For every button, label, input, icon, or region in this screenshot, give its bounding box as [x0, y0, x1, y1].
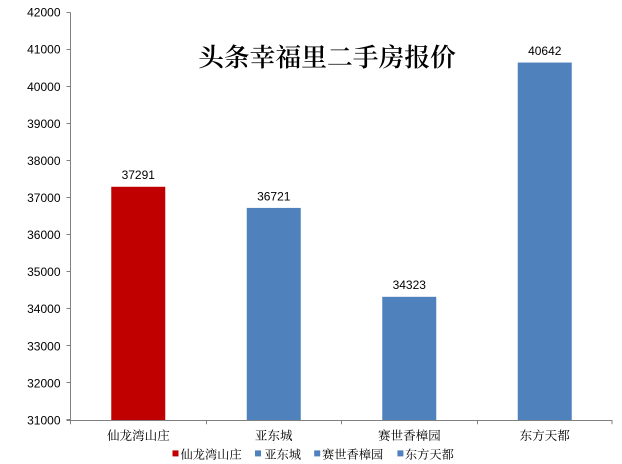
svg-text:34000: 34000	[27, 302, 61, 316]
svg-text:36721: 36721	[257, 189, 291, 203]
svg-text:33000: 33000	[27, 339, 61, 353]
svg-text:38000: 38000	[27, 154, 61, 168]
svg-text:35000: 35000	[27, 265, 61, 279]
svg-text:36000: 36000	[27, 228, 61, 242]
svg-text:39000: 39000	[27, 117, 61, 131]
svg-text:31000: 31000	[27, 413, 61, 427]
svg-text:34323: 34323	[393, 278, 427, 292]
svg-text:41000: 41000	[27, 43, 61, 57]
svg-text:37000: 37000	[27, 191, 61, 205]
svg-text:40642: 40642	[528, 44, 562, 58]
svg-text:32000: 32000	[27, 376, 61, 390]
svg-text:42000: 42000	[27, 6, 61, 20]
svg-text:40000: 40000	[27, 80, 61, 94]
svg-text:37291: 37291	[122, 168, 156, 182]
